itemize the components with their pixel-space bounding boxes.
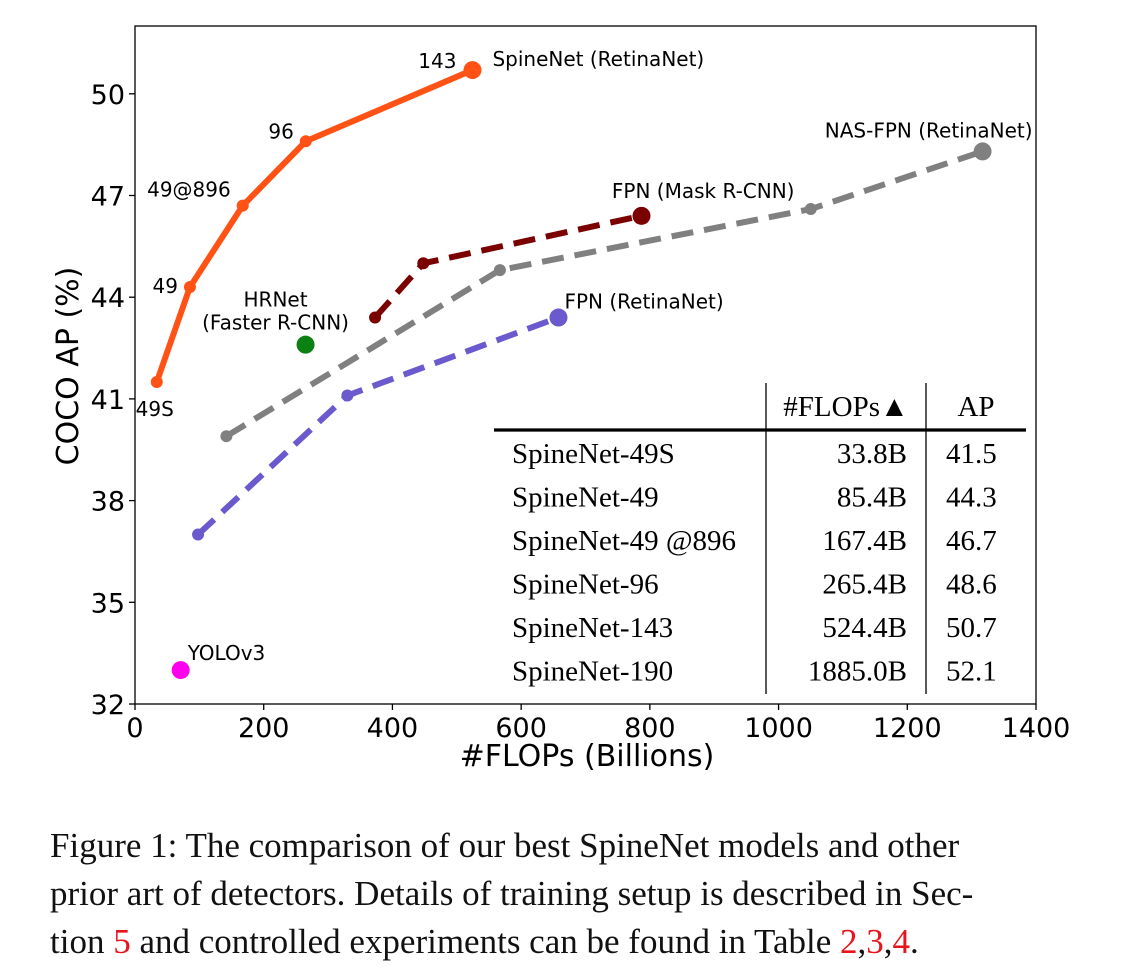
table-header-cell: #FLOPs▲ xyxy=(783,391,908,423)
y-axis-label: COCO AP (%) xyxy=(51,267,86,466)
series-name-label: (Faster R-CNN) xyxy=(202,311,349,335)
y-tick-label: 47 xyxy=(91,182,125,213)
table-cell-model: SpineNet-49 xyxy=(512,482,659,514)
data-point xyxy=(341,389,354,402)
table-cell-flops: 85.4B xyxy=(837,482,907,514)
data-point xyxy=(296,335,315,354)
table-cell-flops: 524.4B xyxy=(822,612,907,644)
x-tick-label: 400 xyxy=(367,713,419,744)
chart: 0 200 400 600 800 1000 1200 140032353841444750 … xyxy=(51,25,1071,774)
axes: #FLOPs (Billions) COCO AP (%) xyxy=(51,267,714,774)
caption-line-1: Figure 1: The comparison of our best Spi… xyxy=(50,826,960,865)
series-name-label: FPN (Mask R-CNN) xyxy=(612,179,795,203)
x-axis-label: #FLOPs (Billions) xyxy=(460,739,715,774)
table-cell-model: SpineNet-143 xyxy=(512,612,673,644)
series-line xyxy=(153,67,474,383)
table-cell-ap: 46.7 xyxy=(946,525,997,557)
data-point xyxy=(220,430,233,443)
table-ref-link[interactable]: 3 xyxy=(866,922,884,961)
table-cell-ap: 41.5 xyxy=(946,438,997,470)
table-cell-flops: 1885.0B xyxy=(808,656,907,688)
series-layer xyxy=(150,61,992,680)
caption-text: , xyxy=(883,922,893,961)
table-header-cell: AP xyxy=(957,391,994,423)
data-point xyxy=(183,281,196,294)
point-label: 143 xyxy=(418,49,456,73)
y-tick-label: 44 xyxy=(91,283,125,314)
caption-text: and controlled experiments can be found … xyxy=(130,922,841,961)
table-cell-model: SpineNet-49 @896 xyxy=(512,525,736,557)
x-tick-label: 800 xyxy=(624,713,676,744)
y-tick-label: 38 xyxy=(91,487,125,518)
data-point xyxy=(171,661,190,680)
series-line xyxy=(196,314,560,537)
table-cell-ap: 44.3 xyxy=(946,482,997,514)
inset-table: #FLOPs▲ AP SpineNet-49S 33.8B 41.5 SpineNet-4… xyxy=(494,383,1026,694)
data-point xyxy=(463,61,482,80)
x-tick-label: 1400 xyxy=(1002,713,1071,744)
table-cell-model: SpineNet-96 xyxy=(512,569,659,601)
series-name-label: NAS-FPN (RetinaNet) xyxy=(825,118,1033,142)
table-cell-ap: 52.1 xyxy=(946,656,997,688)
table-cell-ap: 50.7 xyxy=(946,612,997,644)
x-tick-label: 200 xyxy=(238,713,290,744)
data-point xyxy=(804,203,817,216)
table-cell-flops: 33.8B xyxy=(837,438,907,470)
series-name-label: HRNet xyxy=(244,288,308,312)
y-tick-label: 35 xyxy=(91,588,125,619)
table-cell-model: SpineNet-190 xyxy=(512,656,673,688)
table-ref-link[interactable]: 4 xyxy=(892,922,911,961)
x-tick-label: 600 xyxy=(495,713,547,744)
table-ref-link[interactable]: 2 xyxy=(840,922,858,961)
table-cell-model: SpineNet-49S xyxy=(512,438,675,470)
y-tick-label: 32 xyxy=(91,690,125,721)
data-point xyxy=(973,142,992,161)
series-name-label: FPN (RetinaNet) xyxy=(564,290,723,314)
section-ref-link[interactable]: 5 xyxy=(113,922,131,961)
plot-frame xyxy=(134,25,1037,705)
data-point xyxy=(150,375,163,388)
data-point xyxy=(493,264,506,277)
caption-text: . xyxy=(910,922,919,961)
x-tick-label: 1000 xyxy=(744,713,813,744)
x-tick-label: 0 xyxy=(126,713,143,744)
caption-line-2: prior art of detectors. Details of train… xyxy=(50,874,974,913)
data-point xyxy=(417,257,430,270)
label-layer: SpineNet (RetinaNet) NAS-FPN (RetinaNet) F… xyxy=(136,47,1033,665)
point-label: 49@896 xyxy=(147,178,231,202)
caption-text: tion xyxy=(50,922,114,961)
series-name-label: YOLOv3 xyxy=(187,641,266,665)
data-point xyxy=(632,206,651,225)
table-cell-flops: 265.4B xyxy=(822,569,907,601)
series-line xyxy=(224,148,984,439)
point-label: 49 xyxy=(153,274,178,298)
table-cell-flops: 167.4B xyxy=(822,525,907,557)
caption-text: , xyxy=(857,922,867,961)
point-label: 49S xyxy=(136,397,174,421)
point-label: 96 xyxy=(268,119,293,143)
x-tick-label: 1200 xyxy=(873,713,942,744)
figure-caption: Figure 1: The comparison of our best Spi… xyxy=(50,822,1090,966)
caption-line-3: tion 5 and controlled experiments can be… xyxy=(50,918,1090,966)
data-point xyxy=(192,528,205,541)
data-point xyxy=(549,308,568,327)
plot-area: 0 200 400 600 800 1000 1200 1400 32 35 38 41 44 47 50 xyxy=(91,25,1071,744)
data-point xyxy=(299,135,312,148)
y-tick-label: 41 xyxy=(91,385,125,416)
series-name-label: SpineNet (RetinaNet) xyxy=(492,47,704,71)
data-point xyxy=(369,311,382,324)
data-point xyxy=(236,199,249,212)
table-cell-ap: 48.6 xyxy=(946,569,997,601)
y-tick-label: 50 xyxy=(91,80,125,111)
